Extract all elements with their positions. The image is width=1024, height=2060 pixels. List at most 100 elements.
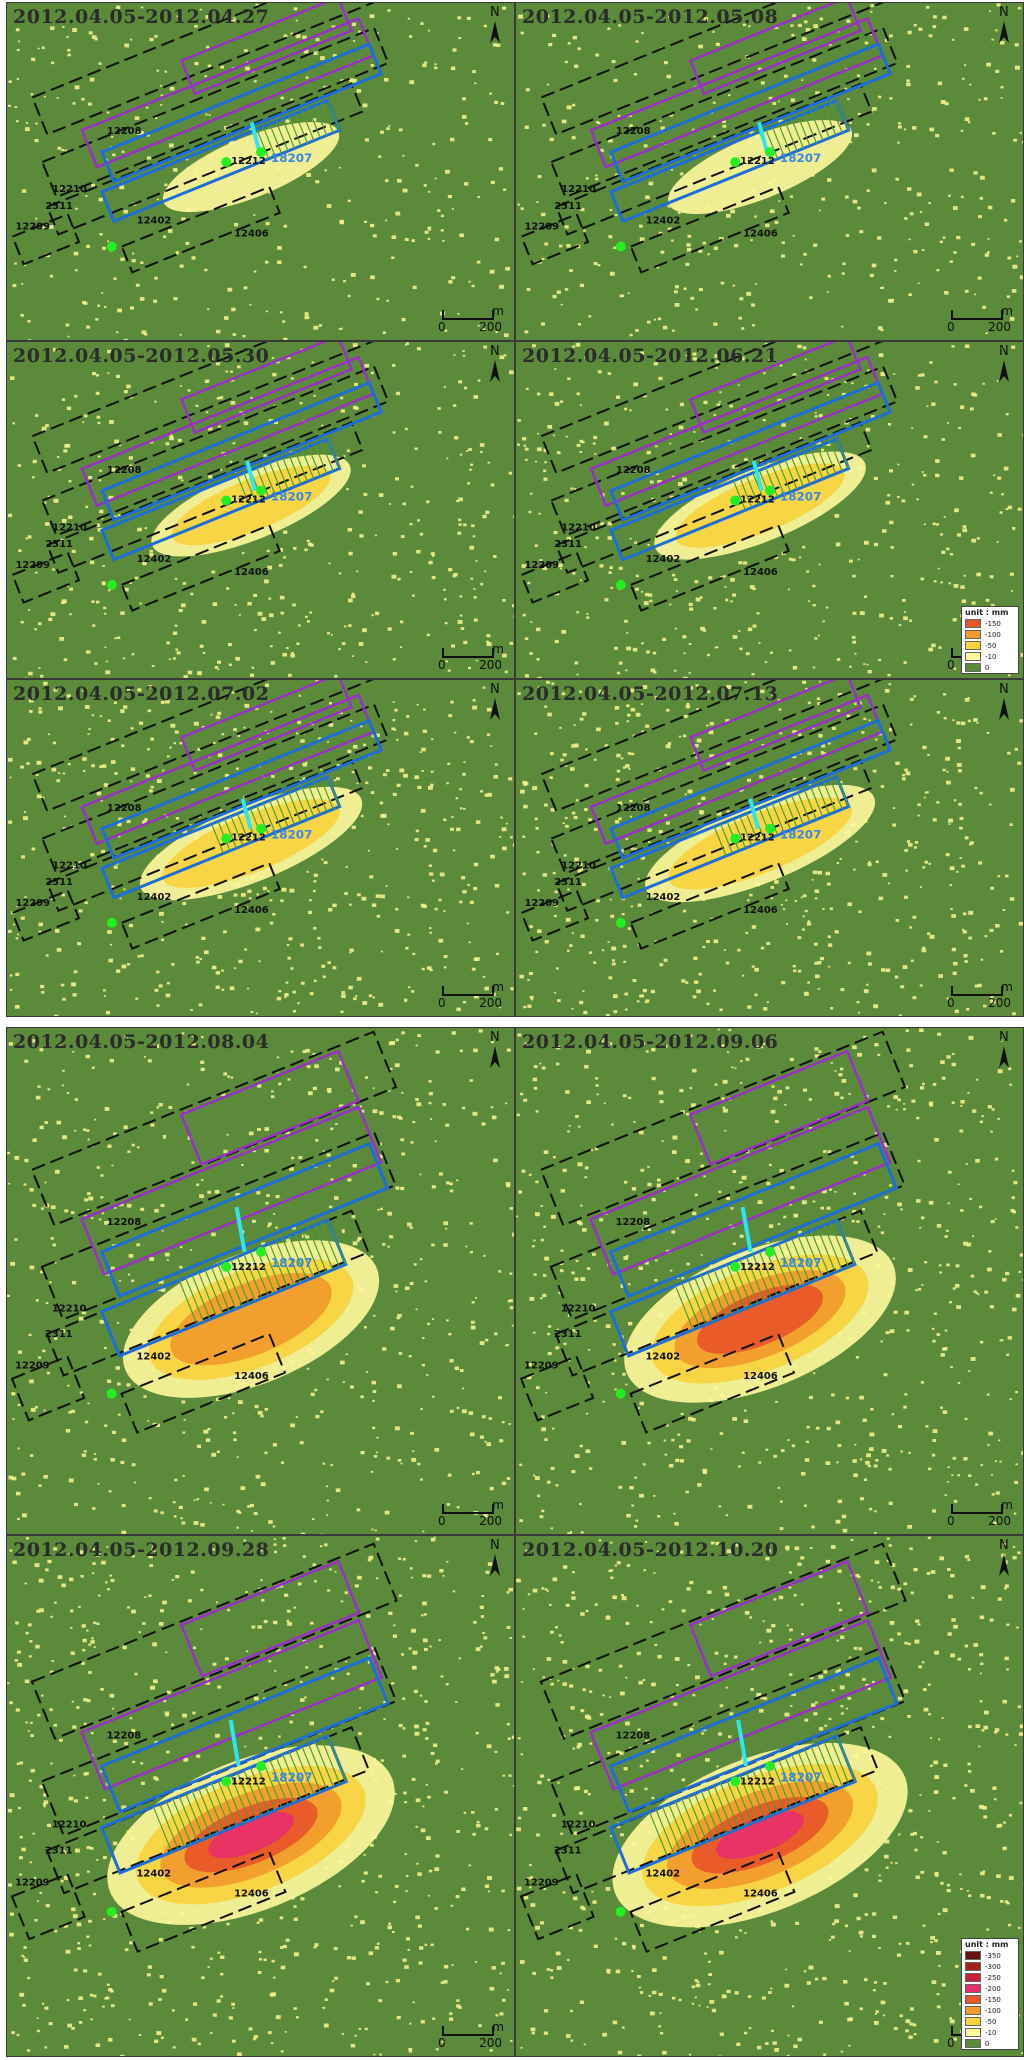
scale-bar: m 0 200 [438, 304, 504, 334]
interval-date-label: 2012.04.05-2012.10.20 [522, 1539, 779, 1561]
panel-number-label: 12209 [15, 898, 50, 909]
scale-zero: 0 [438, 1514, 446, 1528]
panel-number-label: 2311 [45, 1329, 73, 1340]
working-face-purple [179, 1049, 361, 1167]
scale-max: 200 [988, 996, 1011, 1010]
panel-number-label: 12210 [52, 522, 87, 533]
map-panel: 12402 12406 18207 12212 12210 12208 12209 2311 2… [515, 2, 1024, 341]
map-panel: 12402 12406 18207 12212 12210 12208 12209 2311 2… [6, 1535, 515, 2057]
working-face-purple [589, 355, 885, 508]
map-panel: 12402 12406 18207 12212 12210 12208 12209 2311 2… [6, 341, 515, 679]
panel-outline-dashed [539, 1030, 907, 1227]
panel-number-label: 12402 [137, 216, 172, 227]
monitoring-point-marker [730, 1261, 741, 1272]
north-arrow-icon: N [484, 682, 506, 724]
north-label: N [999, 1538, 1009, 1553]
scale-max: 200 [988, 320, 1011, 334]
legend-value: -50 [985, 641, 997, 650]
monitoring-point-marker [256, 1761, 266, 1772]
panel-outline-dashed [31, 342, 390, 475]
panel-number-label: 12402 [137, 554, 172, 565]
working-face-purple [80, 693, 376, 846]
working-face-purple [688, 680, 863, 773]
scale-max: 200 [479, 1514, 502, 1528]
panel-outline-dashed [549, 1131, 906, 1321]
north-arrow-icon: N [993, 344, 1015, 386]
panel-number-label: 2311 [554, 1329, 582, 1340]
scale-bar: m 0 200 [438, 980, 504, 1010]
working-face-blue [99, 42, 384, 184]
face-advance-line [234, 1206, 247, 1253]
panel-number-label: 12212 [231, 156, 266, 167]
face-advance-line [757, 121, 769, 153]
legend-value: -250 [985, 1973, 1001, 1982]
working-face-purple [688, 3, 863, 96]
panel-outline-dashed [520, 551, 590, 604]
monitoring-point-marker [615, 1388, 626, 1399]
face-advance-line [228, 1719, 241, 1767]
working-face-purple [179, 342, 354, 435]
legend-swatch [965, 1973, 981, 1982]
interval-date-label: 2012.04.05-2012.06.21 [522, 345, 779, 367]
legend-swatch [965, 2028, 981, 2037]
interval-date-label: 2012.04.05-2012.07.13 [522, 683, 779, 705]
legend-row: -250 [962, 1972, 1018, 1983]
panel-outline-dashed [540, 680, 899, 813]
map-panel: 12402 12406 18207 12212 12210 12208 12209 2311 2… [515, 679, 1024, 1017]
working-face-blue [608, 1141, 899, 1299]
legend-row: -150 [962, 618, 1018, 629]
working-face-purple [179, 3, 354, 96]
monitoring-point-marker [256, 823, 266, 834]
interval-date-label: 2012.04.05-2012.07.02 [13, 683, 270, 705]
panel-number-label: 12209 [524, 222, 559, 233]
scale-unit: m [492, 1498, 504, 1512]
panel-number-label: 12402 [136, 1869, 171, 1880]
panel-number-label: 12406 [234, 229, 269, 240]
panel-outline-dashed [120, 1332, 287, 1434]
panel-outline-dashed [41, 365, 390, 537]
north-label: N [490, 1030, 500, 1045]
panel-number-label: 12212 [231, 495, 266, 506]
face-advance-line [736, 1719, 749, 1767]
color-legend: unit : mm -150 -100 -50 -10 0 [961, 606, 1019, 674]
monitoring-point-marker [730, 495, 741, 506]
panel-number-label: 2311 [45, 877, 73, 888]
subsidence-map: 12402 12406 18207 12212 12210 12208 12209 2311 [516, 1028, 1023, 1534]
north-label: N [999, 682, 1009, 697]
mining-progress-stripes [674, 1219, 856, 1330]
working-face-purple [179, 1559, 361, 1678]
legend-row: -350 [962, 1950, 1018, 1961]
panel-outline-dashed [10, 1355, 86, 1422]
subsidence-map: 12402 12406 18207 12212 12210 12208 12209 2311 [516, 680, 1023, 1016]
panel-number-label: 2311 [554, 201, 582, 212]
monitoring-point-marker [615, 579, 626, 590]
panel-number-label: 12212 [231, 1262, 266, 1273]
panel-number-label: 12210 [52, 860, 87, 871]
legend-title: unit : mm [965, 608, 1009, 617]
legend-value: -100 [985, 2006, 1001, 2015]
panel-number-label: 12212 [740, 1776, 775, 1787]
panel-number-label: 12208 [107, 126, 142, 137]
scale-bar: m 0 200 [438, 642, 504, 672]
legend-title: unit : mm [965, 1940, 1009, 1949]
monitoring-point-marker [730, 157, 741, 168]
scale-unit: m [1001, 304, 1013, 318]
panel-number-label: 12402 [137, 892, 172, 903]
legend-row: -150 [962, 1994, 1018, 2005]
panel-number-label: 18207 [780, 1256, 822, 1270]
panel-number-label: 12208 [616, 803, 651, 814]
panel-number-label: 12406 [743, 567, 778, 578]
north-label: N [490, 5, 500, 20]
legend-value: -10 [985, 2028, 997, 2037]
scale-max: 200 [479, 658, 502, 672]
legend-swatch [965, 2017, 981, 2026]
working-face-blue [609, 718, 893, 861]
monitoring-point-marker [106, 579, 117, 590]
legend-row: -100 [962, 629, 1018, 640]
panel-number-label: 12208 [616, 465, 651, 476]
working-face-blue [608, 1655, 899, 1814]
working-face-purple [80, 1618, 384, 1791]
scale-bar: m 0 200 [438, 1498, 504, 1528]
monitoring-point-marker [106, 917, 117, 928]
panel-outline-dashed [120, 861, 281, 950]
